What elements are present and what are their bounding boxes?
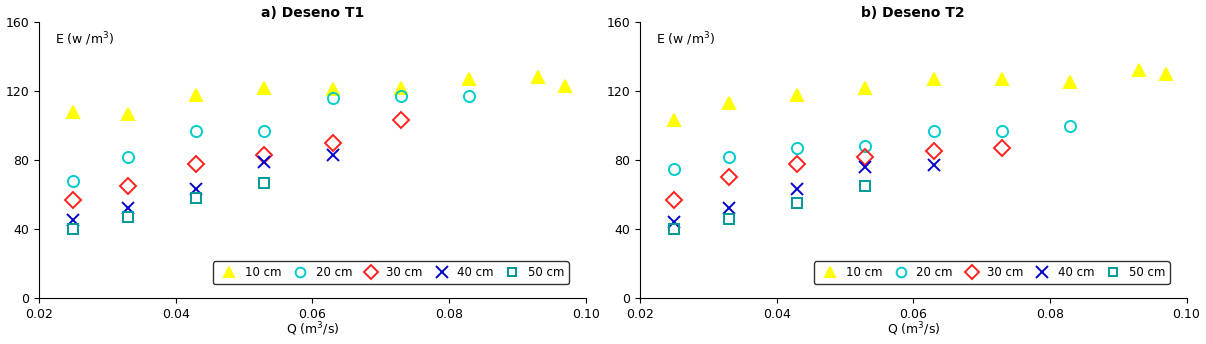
Title: b) Deseno T2: b) Deseno T2 [861, 6, 965, 20]
X-axis label: Q (m$^3$/s): Q (m$^3$/s) [286, 321, 339, 338]
Legend: 10 cm, 20 cm, 30 cm, 40 cm, 50 cm: 10 cm, 20 cm, 30 cm, 40 cm, 50 cm [814, 261, 1170, 284]
X-axis label: Q (m$^3$/s): Q (m$^3$/s) [886, 321, 939, 338]
Text: E (w /m$^3$): E (w /m$^3$) [656, 30, 715, 48]
Text: E (w /m$^3$): E (w /m$^3$) [55, 30, 115, 48]
Legend: 10 cm, 20 cm, 30 cm, 40 cm, 50 cm: 10 cm, 20 cm, 30 cm, 40 cm, 50 cm [213, 261, 569, 284]
Title: a) Deseno T1: a) Deseno T1 [260, 6, 364, 20]
